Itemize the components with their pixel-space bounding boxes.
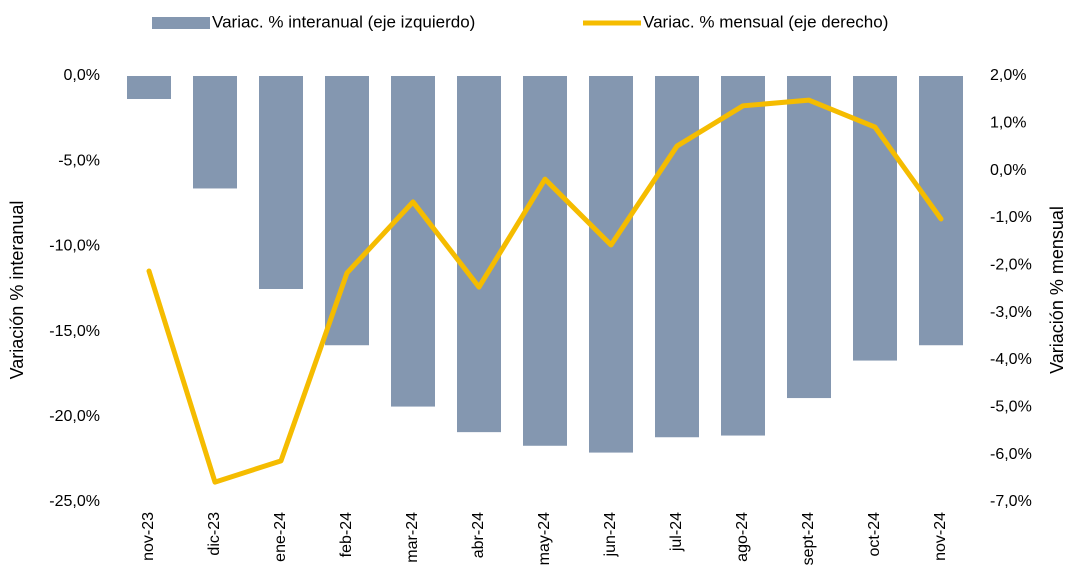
y-tick-label: 0,0% — [64, 67, 100, 84]
x-tick-label: may-24 — [536, 512, 553, 565]
line — [146, 97, 944, 485]
x-tick-label: sept-24 — [800, 512, 817, 565]
legend-label: Variac. % mensual (eje derecho) — [643, 12, 888, 31]
bar — [919, 76, 963, 346]
y2-tick-label: 0,0% — [990, 162, 1026, 179]
x-tick-label: ago-24 — [734, 512, 751, 562]
y2-axis-title: Variación % mensual — [1047, 206, 1067, 374]
bar — [259, 76, 303, 289]
y-tick-label: -10,0% — [49, 238, 100, 255]
y-tick-label: -15,0% — [49, 323, 100, 340]
y2-tick-label: -6,0% — [990, 446, 1032, 463]
y2-tick-label: -5,0% — [990, 399, 1032, 416]
x-tick-label: oct-24 — [866, 512, 883, 557]
legend-label: Variac. % interanual (eje izquierdo) — [212, 12, 475, 31]
y2-tick-label: 2,0% — [990, 67, 1026, 84]
bar — [655, 76, 699, 438]
bar — [127, 76, 171, 100]
y-axis-title: Variación % interanual — [7, 201, 27, 380]
y-tick-label: -5,0% — [58, 152, 100, 169]
x-tick-label: jun-24 — [602, 512, 619, 558]
y2-tick-label: 1,0% — [990, 115, 1026, 132]
y2-tick-label: -4,0% — [990, 351, 1032, 368]
bar — [193, 76, 237, 189]
bar — [391, 76, 435, 407]
bar — [787, 76, 831, 399]
x-tick-label: feb-24 — [338, 512, 355, 557]
x-tick-label: jul-24 — [668, 512, 685, 552]
y2-tick-label: -1,0% — [990, 209, 1032, 226]
y2-tick-label: -3,0% — [990, 304, 1032, 321]
y2-tick-label: -2,0% — [990, 257, 1032, 274]
bar — [325, 76, 369, 346]
y-tick-label: -25,0% — [49, 493, 100, 510]
x-tick-label: mar-24 — [404, 512, 421, 563]
bar — [457, 76, 501, 433]
x-tick-label: dic-23 — [206, 512, 223, 556]
bar — [721, 76, 765, 436]
y-tick-label: -20,0% — [49, 408, 100, 425]
x-tick-label: abr-24 — [470, 512, 487, 558]
bar — [523, 76, 567, 446]
y2-tick-label: -7,0% — [990, 493, 1032, 510]
legend-swatch — [152, 17, 210, 29]
x-tick-label: nov-24 — [932, 512, 949, 561]
x-tick-label: ene-24 — [272, 512, 289, 562]
bar — [589, 76, 633, 453]
x-tick-label: nov-23 — [140, 512, 157, 561]
